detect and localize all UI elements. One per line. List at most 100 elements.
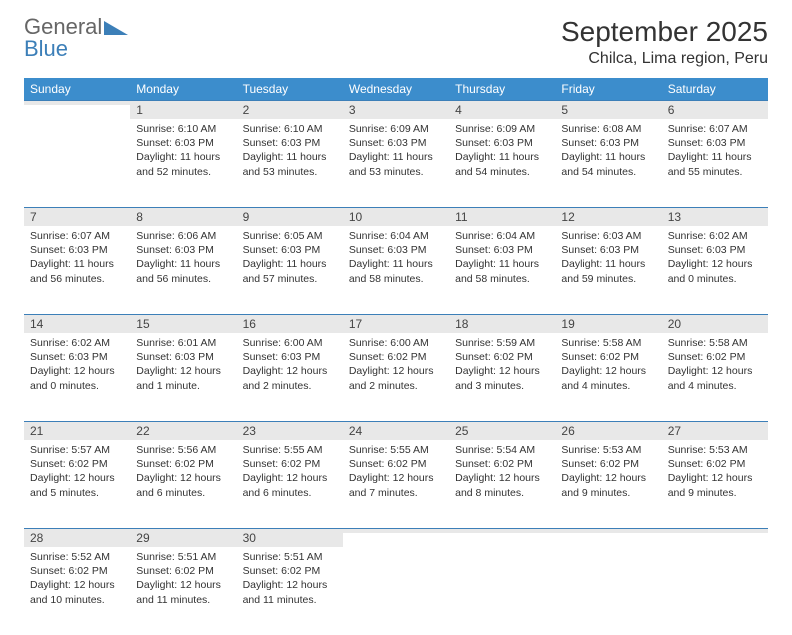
day-number: 14 xyxy=(24,314,130,333)
day-cell-line: Sunset: 6:03 PM xyxy=(668,136,762,150)
day-number: 28 xyxy=(24,528,130,547)
day-cell-line: and 4 minutes. xyxy=(561,379,655,393)
day-cell-line: Daylight: 12 hours xyxy=(243,471,337,485)
day-cell-line: Sunrise: 5:55 AM xyxy=(243,443,337,457)
weekday-header: Thursday xyxy=(449,78,555,100)
day-cell-line: Sunrise: 6:10 AM xyxy=(136,122,230,136)
day-cell-line: Daylight: 12 hours xyxy=(668,257,762,271)
day-cell-line: Daylight: 12 hours xyxy=(30,471,124,485)
day-cell xyxy=(449,547,555,635)
day-cell-line: and 9 minutes. xyxy=(561,486,655,500)
day-cell-body: Sunrise: 6:09 AMSunset: 6:03 PMDaylight:… xyxy=(343,119,449,185)
day-cell-line: Sunset: 6:02 PM xyxy=(349,457,443,471)
calendar-table: SundayMondayTuesdayWednesdayThursdayFrid… xyxy=(24,78,768,635)
day-cell-line: Sunset: 6:02 PM xyxy=(243,564,337,578)
day-cell-line: Sunrise: 6:08 AM xyxy=(561,122,655,136)
day-cell-line: Sunrise: 6:03 AM xyxy=(561,229,655,243)
day-cell: Sunrise: 6:04 AMSunset: 6:03 PMDaylight:… xyxy=(343,226,449,314)
logo-triangle-icon xyxy=(104,21,128,35)
day-cell-body: Sunrise: 6:04 AMSunset: 6:03 PMDaylight:… xyxy=(343,226,449,292)
day-cell-body: Sunrise: 5:53 AMSunset: 6:02 PMDaylight:… xyxy=(662,440,768,506)
day-cell-body: Sunrise: 6:00 AMSunset: 6:03 PMDaylight:… xyxy=(237,333,343,399)
day-cell-line: Sunrise: 6:04 AM xyxy=(455,229,549,243)
day-cell: Sunrise: 6:02 AMSunset: 6:03 PMDaylight:… xyxy=(24,333,130,421)
day-cell-body: Sunrise: 6:05 AMSunset: 6:03 PMDaylight:… xyxy=(237,226,343,292)
day-cell-line: Daylight: 12 hours xyxy=(349,471,443,485)
day-cell-line: Sunrise: 6:01 AM xyxy=(136,336,230,350)
day-cell: Sunrise: 6:04 AMSunset: 6:03 PMDaylight:… xyxy=(449,226,555,314)
day-cell-line: and 9 minutes. xyxy=(668,486,762,500)
day-cell-line: and 5 minutes. xyxy=(30,486,124,500)
day-cell: Sunrise: 6:01 AMSunset: 6:03 PMDaylight:… xyxy=(130,333,236,421)
day-cell-line: and 52 minutes. xyxy=(136,165,230,179)
day-cell-line: Sunset: 6:02 PM xyxy=(455,457,549,471)
day-cell-line: Daylight: 11 hours xyxy=(243,150,337,164)
day-cell-line: and 7 minutes. xyxy=(349,486,443,500)
day-cell: Sunrise: 5:55 AMSunset: 6:02 PMDaylight:… xyxy=(237,440,343,528)
weekday-header: Wednesday xyxy=(343,78,449,100)
day-cell-line: Sunset: 6:02 PM xyxy=(349,350,443,364)
day-cell-line: Daylight: 12 hours xyxy=(455,364,549,378)
day-number: 18 xyxy=(449,314,555,333)
day-cell-line: Sunrise: 5:55 AM xyxy=(349,443,443,457)
day-cell-line: Sunset: 6:03 PM xyxy=(455,243,549,257)
day-cell-line: Sunset: 6:02 PM xyxy=(561,350,655,364)
day-cell-line: Daylight: 12 hours xyxy=(349,364,443,378)
day-cell-body: Sunrise: 6:02 AMSunset: 6:03 PMDaylight:… xyxy=(662,226,768,292)
day-cell-line: Sunset: 6:03 PM xyxy=(349,136,443,150)
day-cell-line: Daylight: 12 hours xyxy=(243,578,337,592)
page-header: General Blue September 2025 Chilca, Lima… xyxy=(24,16,768,68)
day-cell-line: Sunrise: 5:57 AM xyxy=(30,443,124,457)
day-cell-line: Sunrise: 5:58 AM xyxy=(668,336,762,350)
day-cell-line: Daylight: 12 hours xyxy=(668,364,762,378)
day-cell-line: Sunrise: 5:59 AM xyxy=(455,336,549,350)
day-cell-line: and 56 minutes. xyxy=(136,272,230,286)
month-title: September 2025 xyxy=(561,16,768,48)
day-cell: Sunrise: 5:51 AMSunset: 6:02 PMDaylight:… xyxy=(237,547,343,635)
day-cell: Sunrise: 6:09 AMSunset: 6:03 PMDaylight:… xyxy=(343,119,449,207)
day-number: 26 xyxy=(555,421,661,440)
day-cell: Sunrise: 6:07 AMSunset: 6:03 PMDaylight:… xyxy=(662,119,768,207)
daynum-row: 78910111213 xyxy=(24,207,768,226)
day-number: 9 xyxy=(237,207,343,226)
day-cell-line: and 0 minutes. xyxy=(668,272,762,286)
day-cell-body: Sunrise: 5:56 AMSunset: 6:02 PMDaylight:… xyxy=(130,440,236,506)
day-cell-line: Sunrise: 6:00 AM xyxy=(243,336,337,350)
day-cell-line: Sunrise: 6:07 AM xyxy=(668,122,762,136)
day-cell-line: Sunset: 6:02 PM xyxy=(30,457,124,471)
day-cell: Sunrise: 6:00 AMSunset: 6:02 PMDaylight:… xyxy=(343,333,449,421)
day-cell xyxy=(343,547,449,635)
day-cell-line: Daylight: 11 hours xyxy=(561,257,655,271)
day-cell-line: Sunrise: 6:06 AM xyxy=(136,229,230,243)
day-cell-line: and 6 minutes. xyxy=(243,486,337,500)
day-cell-body: Sunrise: 6:06 AMSunset: 6:03 PMDaylight:… xyxy=(130,226,236,292)
day-cell: Sunrise: 5:54 AMSunset: 6:02 PMDaylight:… xyxy=(449,440,555,528)
day-cell: Sunrise: 6:07 AMSunset: 6:03 PMDaylight:… xyxy=(24,226,130,314)
day-cell: Sunrise: 5:52 AMSunset: 6:02 PMDaylight:… xyxy=(24,547,130,635)
day-cell-body: Sunrise: 5:58 AMSunset: 6:02 PMDaylight:… xyxy=(555,333,661,399)
logo: General Blue xyxy=(24,16,128,60)
day-cell-line: Sunrise: 6:07 AM xyxy=(30,229,124,243)
day-number: 22 xyxy=(130,421,236,440)
day-number: 12 xyxy=(555,207,661,226)
weekday-header: Sunday xyxy=(24,78,130,100)
day-cell-body: Sunrise: 5:51 AMSunset: 6:02 PMDaylight:… xyxy=(130,547,236,613)
day-cell-body: Sunrise: 6:07 AMSunset: 6:03 PMDaylight:… xyxy=(662,119,768,185)
day-cell-line: Daylight: 12 hours xyxy=(243,364,337,378)
day-cell-line: and 11 minutes. xyxy=(243,593,337,607)
weekday-header: Tuesday xyxy=(237,78,343,100)
day-cell-line: Sunset: 6:03 PM xyxy=(136,243,230,257)
day-cell-line: Daylight: 12 hours xyxy=(561,471,655,485)
day-cell-line: Daylight: 12 hours xyxy=(455,471,549,485)
day-cell-line: Daylight: 11 hours xyxy=(349,150,443,164)
day-cell-line: and 54 minutes. xyxy=(455,165,549,179)
day-cell-body: Sunrise: 6:07 AMSunset: 6:03 PMDaylight:… xyxy=(24,226,130,292)
day-cell: Sunrise: 5:57 AMSunset: 6:02 PMDaylight:… xyxy=(24,440,130,528)
day-cell-line: Daylight: 12 hours xyxy=(136,364,230,378)
weekday-header: Saturday xyxy=(662,78,768,100)
day-cell-line: Daylight: 11 hours xyxy=(243,257,337,271)
day-cell-line: Sunset: 6:02 PM xyxy=(561,457,655,471)
day-cell-line: Daylight: 11 hours xyxy=(349,257,443,271)
day-cell-line: Sunrise: 5:54 AM xyxy=(455,443,549,457)
day-cell: Sunrise: 5:59 AMSunset: 6:02 PMDaylight:… xyxy=(449,333,555,421)
